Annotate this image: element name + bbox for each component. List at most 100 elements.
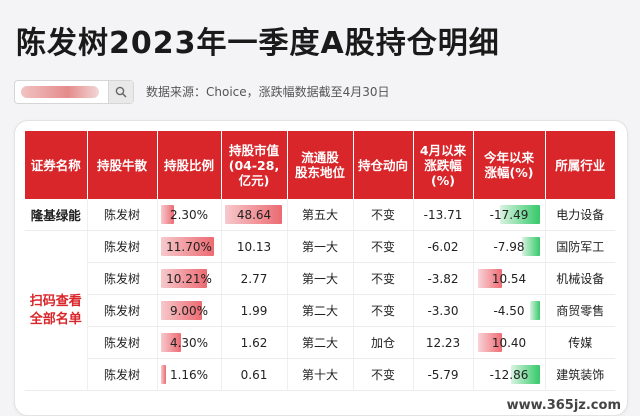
cell-holder-value: 陈发树 xyxy=(103,368,140,382)
cell-market-value-value: 10.13 xyxy=(236,239,272,254)
cell-industry: 传媒 xyxy=(545,326,615,359)
cell-april-change: -3.82 xyxy=(413,262,474,295)
cell-holder: 陈发树 xyxy=(87,262,158,295)
cell-april-change: -6.02 xyxy=(413,230,474,263)
header-april-change: 4月以来 涨跌幅 (%) xyxy=(413,131,474,199)
cell-industry: 国防军工 xyxy=(545,230,615,263)
cell-market-value: 1.99 xyxy=(221,294,288,327)
cell-industry-value: 传媒 xyxy=(568,336,593,350)
cell-shareholder-rank: 第二大 xyxy=(287,294,354,327)
cell-ratio-value: 10.21% xyxy=(166,271,212,286)
cell-shareholder-rank: 第十大 xyxy=(287,358,354,391)
cell-ytd-change-value: -7.98 xyxy=(493,239,525,254)
value-bar xyxy=(224,205,282,224)
header-ytd-change: 今年以来 涨幅(%) xyxy=(473,131,546,199)
cell-ratio: 4.30% xyxy=(157,326,222,359)
cell-shareholder-rank-value: 第一大 xyxy=(301,240,338,254)
cell-holder-value: 陈发树 xyxy=(103,208,140,222)
cell-position-change-value: 不变 xyxy=(370,208,395,222)
cell-april-change: -3.30 xyxy=(413,294,474,327)
ratio-bar xyxy=(160,333,181,352)
table-row: 陈发树 9.00% 1.99 第二大 不变 -3.30 -4.50 商贸零售 xyxy=(25,294,615,327)
ratio-bar xyxy=(160,365,166,384)
cell-market-value: 10.13 xyxy=(221,230,288,263)
cell-market-value-value: 48.64 xyxy=(236,207,272,222)
cell-ratio-value: 2.30% xyxy=(169,207,209,222)
cell-ytd-change-value: 10.40 xyxy=(491,335,527,350)
cell-april-change-value: -6.02 xyxy=(427,239,459,254)
cell-holder: 陈发树 xyxy=(87,326,158,359)
cell-april-change: 12.23 xyxy=(413,326,474,359)
promo-scan-link[interactable]: 扫码查看 全部名单 xyxy=(25,293,87,329)
cell-shareholder-rank: 第一大 xyxy=(287,262,354,295)
cell-position-change-value: 不变 xyxy=(370,368,395,382)
cell-ratio: 2.30% xyxy=(157,199,222,231)
cell-shareholder-rank: 第五大 xyxy=(287,199,354,231)
cell-industry-value: 机械设备 xyxy=(556,272,605,286)
cell-april-change: -5.79 xyxy=(413,358,474,391)
cell-security-name: 隆基绿能 xyxy=(25,199,88,231)
cell-industry: 电力设备 xyxy=(545,199,615,231)
header-industry: 所属行业 xyxy=(545,131,615,199)
cell-position-change: 不变 xyxy=(353,262,414,295)
cell-market-value: 1.62 xyxy=(221,326,288,359)
cell-ytd-change: 10.40 xyxy=(473,326,546,359)
ratio-bar xyxy=(160,301,202,320)
table-row: 陈发树 10.21% 2.77 第一大 不变 -3.82 10.54 机械设备 xyxy=(25,262,615,295)
table-header-row: 证券名称 持股牛散 持股比例 持股市值 (04-28, 亿元) 流通股 股东地位 持仓… xyxy=(25,131,615,199)
cell-april-change-value: -3.82 xyxy=(427,271,459,286)
cell-position-change: 不变 xyxy=(353,230,414,263)
cell-holder-value: 陈发树 xyxy=(103,336,140,350)
cell-security-name-value: 隆基绿能 xyxy=(30,208,81,223)
cell-position-change-value: 不变 xyxy=(370,304,395,318)
header-shareholder-rank: 流通股 股东地位 xyxy=(287,131,354,199)
cell-position-change: 不变 xyxy=(353,199,414,231)
cell-industry: 机械设备 xyxy=(545,262,615,295)
cell-ytd-change-value: -4.50 xyxy=(493,303,525,318)
cell-april-change-value: -5.79 xyxy=(427,367,459,382)
cell-holder: 陈发树 xyxy=(87,199,158,231)
cell-industry: 建筑装饰 xyxy=(545,358,615,391)
cell-holder-value: 陈发树 xyxy=(103,272,140,286)
cell-shareholder-rank-value: 第二大 xyxy=(301,336,338,350)
cell-ytd-change-value: 10.54 xyxy=(491,271,527,286)
ytd-bar xyxy=(477,269,502,288)
cell-industry-value: 国防军工 xyxy=(556,240,605,254)
table-row: 陈发树 1.16% 0.61 第十大 不变 -5.79 -12.86 建筑装饰 xyxy=(25,358,615,391)
cell-industry-value: 建筑装饰 xyxy=(556,368,605,382)
ytd-bar xyxy=(521,237,540,256)
cell-april-change: -13.71 xyxy=(413,199,474,231)
data-source-note: 数据来源：Choice，涨跌幅数据截至4月30日 xyxy=(146,85,390,99)
promo-line: 全部名单 xyxy=(29,311,82,327)
table-row: 隆基绿能 陈发树 2.30% 48.64 第五大 不变 -13.71 -17.49 电力设备 xyxy=(25,199,615,231)
cell-market-value-value: 2.77 xyxy=(240,271,268,286)
search-box[interactable] xyxy=(14,80,134,104)
cell-shareholder-rank: 第一大 xyxy=(287,230,354,263)
cell-position-change-value: 不变 xyxy=(370,272,395,286)
cell-ratio-value: 9.00% xyxy=(169,303,209,318)
ytd-bar xyxy=(529,301,540,320)
ytd-bar xyxy=(477,333,502,352)
cell-ratio: 11.70% xyxy=(157,230,222,263)
table-row: 陈发树 4.30% 1.62 第二大 加仓 12.23 10.40 传媒 xyxy=(25,326,615,359)
ratio-bar xyxy=(160,269,207,288)
cell-shareholder-rank-value: 第十大 xyxy=(301,368,338,382)
ytd-bar xyxy=(499,205,540,224)
header-position-change: 持仓动向 xyxy=(353,131,414,199)
cell-ratio-value: 11.70% xyxy=(166,239,212,254)
cell-position-change-value: 加仓 xyxy=(370,336,395,350)
search-icon xyxy=(115,86,127,98)
cell-industry-value: 电力设备 xyxy=(556,208,605,222)
promo-cell[interactable]: 扫码查看 全部名单 xyxy=(25,230,88,391)
cell-april-change-value: -3.30 xyxy=(427,303,459,318)
site-watermark: www.365jz.com xyxy=(506,398,621,413)
cell-ratio: 10.21% xyxy=(157,262,222,295)
cell-position-change: 不变 xyxy=(353,294,414,327)
cell-ytd-change: -12.86 xyxy=(473,358,546,391)
search-button[interactable] xyxy=(108,81,133,103)
cell-april-change-value: 12.23 xyxy=(425,335,461,350)
ratio-bar xyxy=(160,237,214,256)
cell-holder: 陈发树 xyxy=(87,230,158,263)
cell-market-value-value: 1.99 xyxy=(240,303,268,318)
cell-position-change: 加仓 xyxy=(353,326,414,359)
